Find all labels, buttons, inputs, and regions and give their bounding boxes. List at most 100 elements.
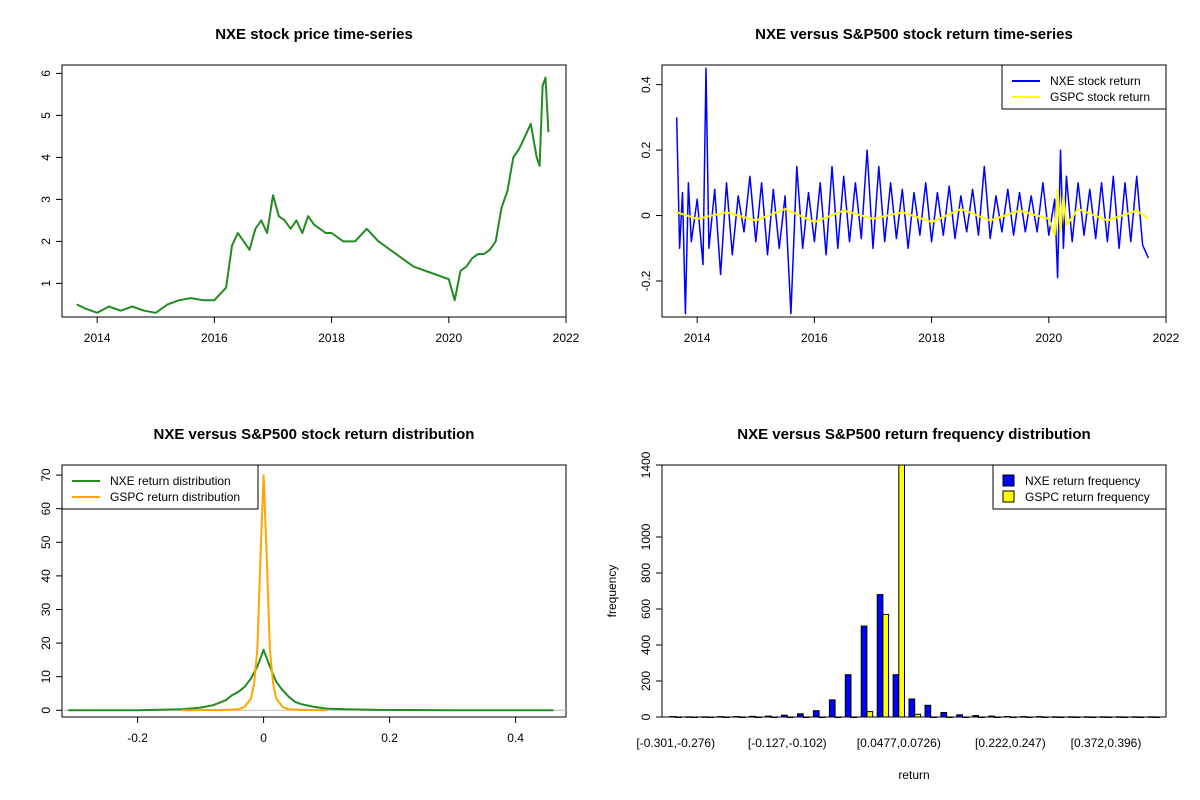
bar [733,716,740,718]
series-2 [181,474,327,712]
bar [717,716,724,718]
bar [723,716,730,718]
legend-label: NXE stock return [1050,74,1141,88]
legend: NXE return distribution GSPC return distr… [61,464,259,510]
y-tick-label: 50 [39,535,53,549]
x-tick-label: [0.0477,0.0726) [857,736,941,750]
legend-item-1: NXE stock return [1012,74,1141,88]
y-tick-label: 1 [39,280,53,287]
x-axis: [-0.301,-0.276) [-0.127,-0.102) [0.0477,0.… [636,736,1141,750]
x-axis: -0.2 0 0.2 0.4 [127,717,524,745]
panel-4: NXE versus S&P500 return frequency distr… [605,426,1167,782]
bar [1057,716,1065,718]
bar [930,716,937,718]
bar [669,716,677,718]
bar [914,713,921,718]
bar [797,713,804,718]
bar [860,625,868,718]
y-tick-label: 600 [639,599,653,619]
bar [1121,716,1129,718]
bar [675,716,682,718]
x-tick-label: [0.222,0.247) [975,736,1046,750]
x-tick-label: 2018 [918,331,945,345]
x-tick-label: 0.2 [381,731,398,745]
bar [765,715,772,718]
y-tick-label: 200 [639,671,653,691]
y-tick-label: 2 [39,238,53,245]
bar [988,715,995,718]
y-tick-label: 400 [639,635,653,655]
legend-swatch [1002,474,1015,487]
legend-item-2: GSPC return distribution [72,490,240,504]
legend-label: GSPC stock return [1050,90,1150,104]
legend-label: GSPC return distribution [110,490,240,504]
bar [828,699,836,718]
bar [1089,716,1097,718]
y-tick-label: 60 [39,502,53,516]
y-tick-label: 1000 [639,523,653,550]
series-line [675,67,1150,315]
bar [924,704,932,718]
bar [701,716,709,718]
x-tick-label: 0 [260,731,267,745]
y-tick-label: 0 [639,212,653,219]
bar [1131,716,1139,718]
series-2 [676,188,1149,237]
y-axis: 0 10 20 30 40 50 60 70 [39,468,62,714]
y-tick-label: 5 [39,112,53,119]
y-tick-label: 0 [639,713,653,720]
chart-title: NXE versus S&P500 return frequency distr… [737,426,1090,443]
panel-2: NXE versus S&P500 stock return time-seri… [639,26,1180,345]
y-axis: 0 200 400 600 800 1000 1400 [639,451,662,720]
bar [1052,716,1059,718]
bar [786,716,794,718]
bar [1004,716,1011,718]
x-axis: 2014 2016 2018 2020 2022 [84,317,580,345]
legend-label: NXE return frequency [1025,474,1140,488]
y-axis: -0.2 0 0.2 0.4 [639,76,662,291]
y-tick-label: 4 [39,154,53,161]
bar [1137,716,1145,718]
bars [669,464,1161,718]
bar [685,716,693,718]
bar [1025,716,1033,718]
bar [707,716,714,718]
legend-box [992,464,1167,510]
x-tick-label: -0.2 [127,731,148,745]
y-tick-label: 40 [39,569,53,583]
bar [812,710,820,718]
bar [1020,716,1027,718]
series-1 [675,67,1150,315]
bar [850,716,858,718]
bar [802,716,810,718]
x-tick-label: [-0.127,-0.102) [748,736,827,750]
x-tick-label: [0.372,0.396) [1071,736,1142,750]
legend-item-2: GSPC stock return [1012,90,1150,104]
x-tick-label: 2022 [1153,331,1180,345]
bar [908,698,916,718]
bar [1105,716,1113,718]
y-tick-label: 1400 [639,451,653,478]
y-tick-label: 3 [39,196,53,203]
y-tick-label: 800 [639,563,653,583]
bar [940,712,948,718]
legend-label: NXE return distribution [110,474,231,488]
chart-title: NXE versus S&P500 stock return distribut… [154,426,475,443]
bar [691,716,698,718]
x-tick-label: 2016 [201,331,228,345]
x-tick-label: 2022 [553,331,580,345]
bar [834,716,842,718]
x-tick-label: 2014 [684,331,711,345]
x-tick-label: 2016 [801,331,828,345]
y-tick-label: 0.2 [639,141,653,158]
y-tick-label: 0 [39,707,53,714]
y-tick-label: 70 [39,468,53,482]
bar [781,714,788,718]
y-axis-label: frequency [605,565,619,618]
bar [972,715,979,718]
x-tick-label: [-0.301,-0.276) [636,736,715,750]
y-tick-label: 20 [39,636,53,650]
bar [1036,716,1043,718]
bar [876,594,884,718]
